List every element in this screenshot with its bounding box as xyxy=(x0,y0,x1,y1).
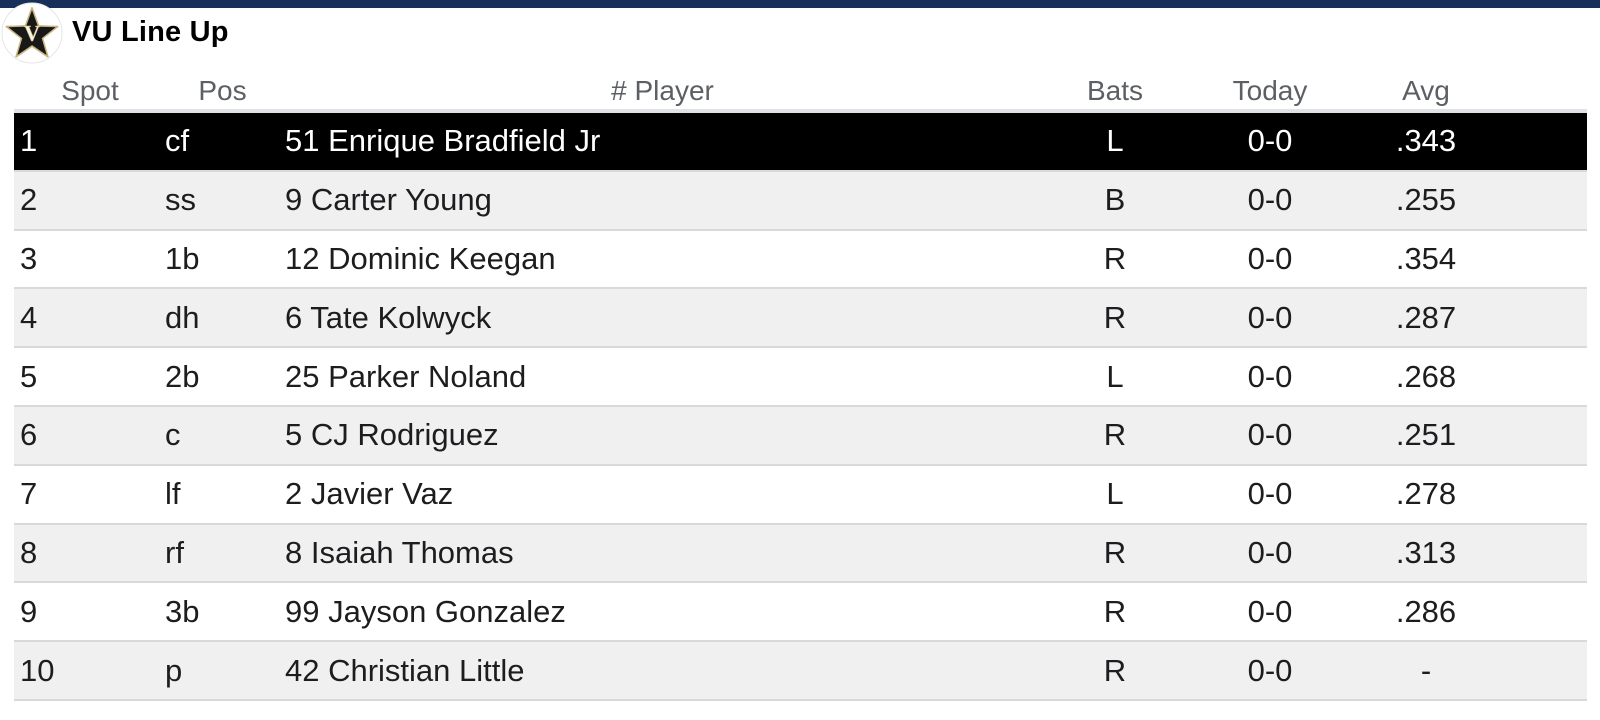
vanderbilt-star-logo-svg: V xyxy=(1,2,63,64)
bats-cell: R xyxy=(1103,652,1127,688)
pos-cell: lf xyxy=(165,476,181,512)
page-title: VU Line Up xyxy=(72,16,229,48)
player-cell: 8 Isaiah Thomas xyxy=(285,534,514,570)
spot-cell: 3 xyxy=(20,240,38,276)
player-cell: 5 CJ Rodriguez xyxy=(285,417,499,453)
column-header-today: Today xyxy=(1232,74,1308,106)
table-row[interactable]: 5 2b 25 Parker Noland L 0-0 .268 xyxy=(14,348,1587,407)
player-cell: 25 Parker Noland xyxy=(285,358,527,394)
today-cell: 0-0 xyxy=(1247,417,1293,453)
svg-text:V: V xyxy=(24,20,40,45)
table-row[interactable]: 9 3b 99 Jayson Gonzalez R 0-0 .286 xyxy=(14,583,1587,643)
spot-cell: 2 xyxy=(20,182,38,218)
avg-cell: .313 xyxy=(1395,534,1457,570)
table-row[interactable]: 8 rf 8 Isaiah Thomas R 0-0 .313 xyxy=(14,524,1587,584)
today-cell: 0-0 xyxy=(1247,240,1293,276)
spot-cell: 10 xyxy=(20,652,55,688)
table-row[interactable]: 6 c 5 CJ Rodriguez R 0-0 .251 xyxy=(14,406,1587,466)
spot-cell: 5 xyxy=(20,358,38,394)
spot-cell: 6 xyxy=(20,417,38,453)
avg-cell: .268 xyxy=(1395,358,1457,394)
pos-cell: cf xyxy=(165,123,190,159)
table-row[interactable]: 3 1b 12 Dominic Keegan R 0-0 .354 xyxy=(14,230,1587,290)
top-accent-bar xyxy=(0,0,1600,8)
pos-cell: c xyxy=(165,417,181,453)
today-cell: 0-0 xyxy=(1247,358,1293,394)
today-cell: 0-0 xyxy=(1247,593,1293,629)
today-cell: 0-0 xyxy=(1247,299,1293,335)
avg-cell: .286 xyxy=(1395,593,1457,629)
spot-cell: 1 xyxy=(20,123,38,159)
avg-cell: .354 xyxy=(1395,240,1457,276)
pos-cell: dh xyxy=(165,299,200,335)
table-row[interactable]: 2 ss 9 Carter Young B 0-0 .255 xyxy=(14,171,1587,231)
column-header-pos: Pos xyxy=(198,74,247,106)
pos-cell: 2b xyxy=(165,358,200,394)
player-cell: 2 Javier Vaz xyxy=(285,476,454,512)
vanderbilt-star-logo-icon: V xyxy=(1,2,63,64)
pos-cell: 1b xyxy=(165,240,200,276)
table-row[interactable]: 4 dh 6 Tate Kolwyck R 0-0 .287 xyxy=(14,289,1587,349)
spot-cell: 4 xyxy=(20,299,38,335)
pos-cell: 3b xyxy=(165,593,200,629)
today-cell: 0-0 xyxy=(1247,182,1293,218)
pos-cell: rf xyxy=(165,534,184,570)
player-cell: 42 Christian Little xyxy=(285,652,525,688)
today-cell: 0-0 xyxy=(1247,534,1293,570)
avg-cell: .278 xyxy=(1395,476,1457,512)
bats-cell: R xyxy=(1103,299,1127,335)
table-row[interactable]: 10 p 42 Christian Little R 0-0 - xyxy=(14,642,1587,701)
player-cell: 6 Tate Kolwyck xyxy=(285,299,492,335)
today-cell: 0-0 xyxy=(1247,123,1293,159)
bats-cell: R xyxy=(1103,240,1127,276)
bats-cell: R xyxy=(1103,534,1127,570)
bats-cell: L xyxy=(1106,123,1124,159)
column-header-bats: Bats xyxy=(1086,74,1144,106)
avg-cell: .287 xyxy=(1395,299,1457,335)
bats-cell: R xyxy=(1103,417,1127,453)
bats-cell: R xyxy=(1103,593,1127,629)
player-cell: 51 Enrique Bradfield Jr xyxy=(285,123,601,159)
pos-cell: ss xyxy=(165,182,196,218)
player-cell: 9 Carter Young xyxy=(285,182,492,218)
avg-cell: .255 xyxy=(1395,182,1457,218)
pos-cell: p xyxy=(165,652,183,688)
column-header-avg: Avg xyxy=(1402,74,1450,106)
avg-cell: - xyxy=(1420,652,1432,688)
table-row[interactable]: 1 cf 51 Enrique Bradfield Jr L 0-0 .343 xyxy=(14,113,1587,172)
lineup-table: 1 cf 51 Enrique Bradfield Jr L 0-0 .343 2 ss 9 C… xyxy=(14,109,1587,701)
today-cell: 0-0 xyxy=(1247,652,1293,688)
spot-cell: 9 xyxy=(20,593,38,629)
bats-cell: L xyxy=(1106,358,1124,394)
spot-cell: 7 xyxy=(20,476,38,512)
spot-cell: 8 xyxy=(20,534,38,570)
column-header-player: # Player xyxy=(611,74,714,106)
table-row[interactable]: 7 lf 2 Javier Vaz L 0-0 .278 xyxy=(14,465,1587,525)
bats-cell: L xyxy=(1106,476,1124,512)
player-cell: 12 Dominic Keegan xyxy=(285,240,556,276)
bats-cell: B xyxy=(1104,182,1126,218)
player-cell: 99 Jayson Gonzalez xyxy=(285,593,566,629)
avg-cell: .343 xyxy=(1395,123,1457,159)
table-header-row: Spot Pos # Player Bats Today Avg xyxy=(14,74,1587,107)
column-header-spot: Spot xyxy=(61,74,119,106)
avg-cell: .251 xyxy=(1395,417,1457,453)
today-cell: 0-0 xyxy=(1247,476,1293,512)
